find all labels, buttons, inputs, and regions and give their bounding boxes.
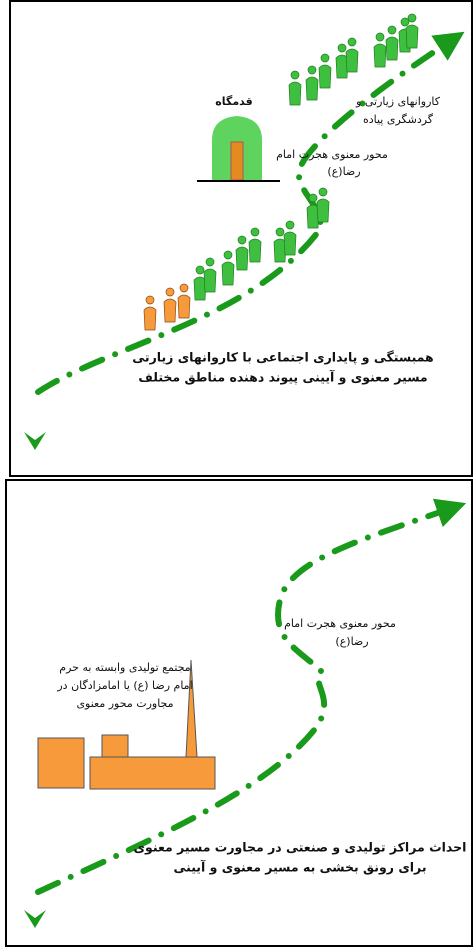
pilgrim <box>318 53 332 89</box>
pilgrim <box>335 43 349 79</box>
path-start <box>24 432 46 450</box>
bottom-panel: محور معنوی هجرت امام رضا(ع) مجتمع تولیدی… <box>5 479 473 947</box>
pilgrim <box>288 70 302 106</box>
pilgrim <box>283 220 297 256</box>
axis-label: رضا(ع) <box>327 165 360 178</box>
pilgrim <box>373 32 387 68</box>
caption: برای رونق بخشی به مسیر معنوی و آیینی <box>173 860 426 875</box>
pilgrim <box>405 13 419 49</box>
people <box>143 13 419 331</box>
complex-label: مجتمع تولیدی وابسته به حرم <box>59 661 191 674</box>
caravans-label: کاروانهای زیارتی و <box>355 95 441 108</box>
pilgrim <box>203 257 217 293</box>
pilgrim <box>385 25 399 61</box>
pilgrim <box>163 287 177 323</box>
pilgrim <box>248 227 262 263</box>
caption: همبستگی و پایداری اجتماعی با کاروانهای ز… <box>132 350 433 365</box>
complex-label: مجاورت محور معنوی <box>76 697 173 710</box>
caption: احداث مراکز تولیدی و صنعتی در مجاورت مسی… <box>134 840 467 855</box>
pilgrim <box>143 295 157 331</box>
pilgrim <box>221 250 235 286</box>
panel-border <box>9 0 473 477</box>
spiritual-path <box>35 31 465 395</box>
spiritual-path <box>35 498 467 895</box>
pilgrim <box>306 193 320 229</box>
shrine <box>197 116 280 182</box>
pilgrim <box>316 187 330 223</box>
caravans-label: گردشگری پیاده <box>363 113 434 126</box>
panel-border <box>5 479 473 947</box>
complex-label: امام رضا (ع) یا امامزادگان در <box>56 679 192 692</box>
factory <box>37 659 216 790</box>
axis-label: محور معنوی هجرت امام <box>276 148 388 161</box>
pilgrim <box>345 37 359 73</box>
axis-label: رضا(ع) <box>335 635 368 648</box>
shrine-label: قدمگاه <box>215 95 252 108</box>
top-panel: قدمگاه کاروانهای زیارتی و گردشگری پیاده … <box>9 0 473 477</box>
path-start <box>24 910 46 928</box>
pilgrim <box>177 283 191 319</box>
pilgrim <box>235 235 249 271</box>
axis-label: محور معنوی هجرت امام <box>284 617 396 630</box>
caption: مسیر معنوی و آیینی پیوند دهنده مناطق مخت… <box>138 370 427 385</box>
pilgrim <box>305 65 319 101</box>
